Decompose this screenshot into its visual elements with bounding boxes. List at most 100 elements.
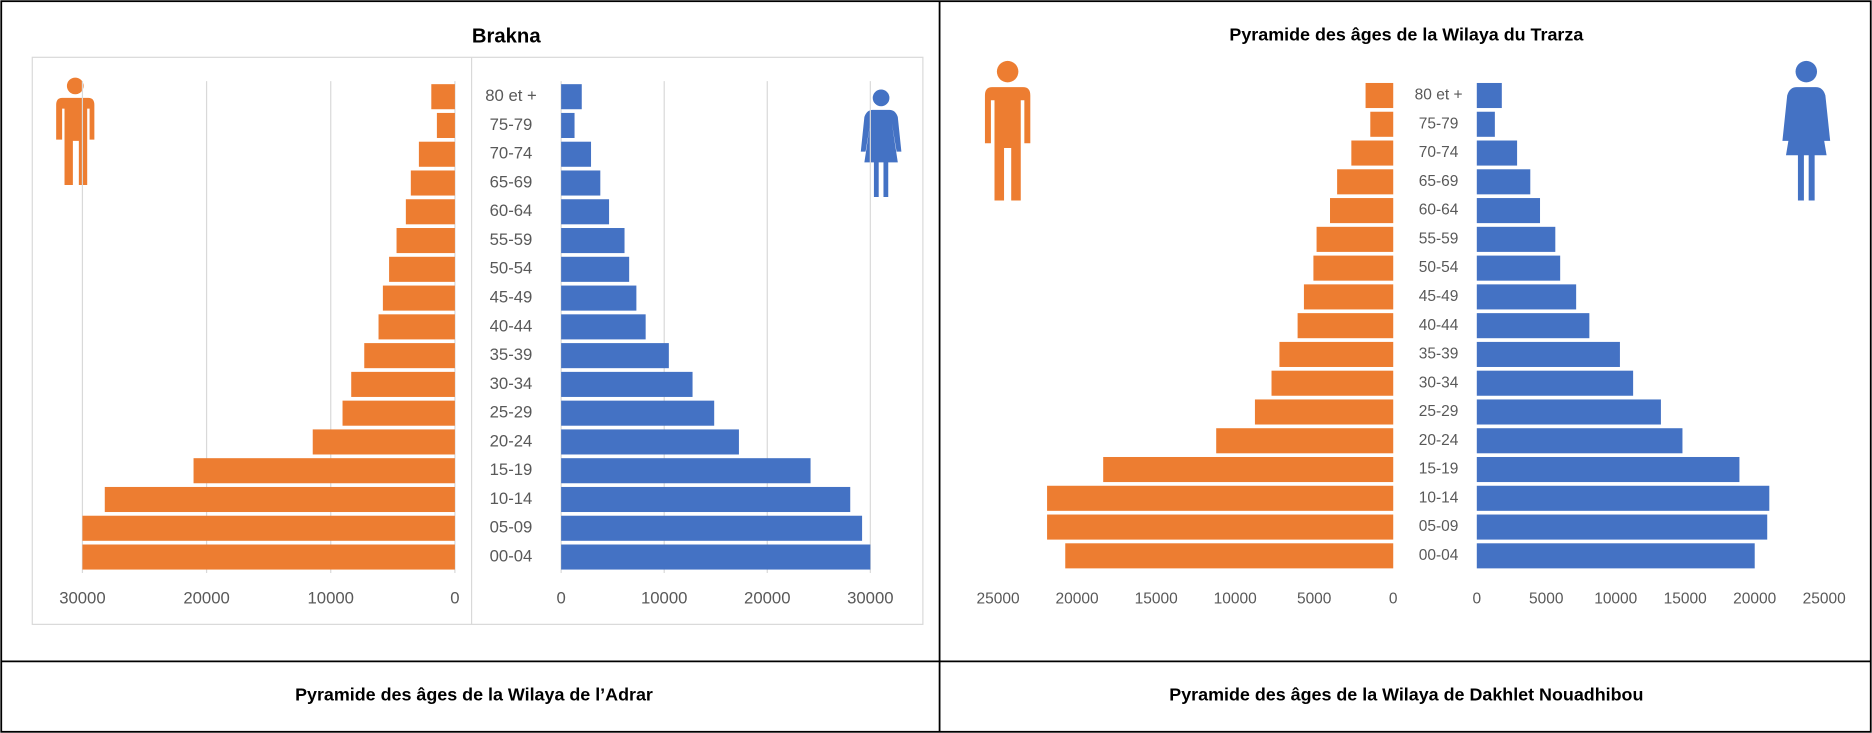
bar (418, 141, 455, 167)
bar (561, 228, 625, 254)
bar (1047, 485, 1394, 511)
category-label: 20-24 (1419, 432, 1459, 449)
bar (1476, 543, 1755, 569)
category-label: 70-74 (490, 144, 533, 163)
bar (1065, 543, 1394, 569)
bar (1476, 341, 1620, 367)
bar (1476, 428, 1683, 454)
bar (1476, 485, 1770, 511)
category-label: 40-44 (490, 316, 533, 335)
bar (312, 429, 455, 455)
bar (561, 343, 669, 369)
bar (1351, 140, 1394, 166)
x-tick-label: 25000 (977, 590, 1020, 607)
x-tick-label: 20000 (183, 589, 229, 608)
bar (1103, 456, 1394, 483)
bar (561, 486, 851, 513)
bar (405, 199, 455, 225)
x-tick-label: 0 (1472, 590, 1481, 607)
category-label: 00-04 (1419, 547, 1459, 564)
bar (1476, 284, 1577, 310)
category-label: 35-39 (1419, 346, 1459, 363)
category-label: 15-19 (490, 460, 533, 479)
bar (1476, 514, 1768, 540)
category-label: 60-64 (1419, 202, 1459, 219)
bar (1476, 198, 1541, 224)
bar (561, 314, 646, 340)
bar (1476, 399, 1661, 425)
category-label: 80 et + (1415, 87, 1463, 104)
bar (1216, 428, 1394, 454)
x-tick-label: 10000 (1214, 590, 1257, 607)
category-label: 25-29 (1419, 403, 1459, 420)
bar (1297, 313, 1394, 339)
category-label: 65-69 (1419, 173, 1459, 190)
category-label: 50-54 (1419, 259, 1459, 276)
x-tick-label: 10000 (308, 589, 354, 608)
category-label: 15-19 (1419, 461, 1459, 478)
bar (1271, 370, 1394, 396)
bar (1313, 255, 1394, 281)
x-tick-label: 25000 (1803, 590, 1846, 607)
male-icon (984, 60, 1031, 201)
category-label: 25-29 (490, 403, 533, 422)
category-label: 65-69 (490, 172, 533, 191)
bar (104, 486, 455, 513)
bar (1279, 341, 1394, 367)
category-label: 00-04 (490, 546, 533, 565)
category-label: 50-54 (490, 259, 533, 278)
category-label: 60-64 (490, 201, 533, 220)
x-tick-label: 0 (556, 589, 565, 608)
bar (378, 314, 455, 340)
male-icon (56, 77, 95, 186)
x-tick-label: 10000 (1594, 590, 1637, 607)
bar (1254, 399, 1394, 425)
chart-frame (31, 56, 924, 625)
bar (1365, 82, 1394, 109)
category-label: 55-59 (1419, 230, 1459, 247)
category-label: 75-79 (490, 115, 533, 134)
bar (1476, 140, 1518, 166)
category-label: 30-34 (1419, 374, 1459, 391)
bar (82, 515, 455, 541)
category-label: 75-79 (1419, 115, 1459, 132)
bar (389, 256, 455, 282)
bar (396, 228, 455, 254)
category-label: 80 et + (485, 86, 537, 105)
bar (561, 256, 630, 282)
bar (1330, 198, 1394, 224)
female-icon (1782, 60, 1831, 201)
bar (431, 84, 455, 110)
x-tick-label: 20000 (1733, 590, 1776, 607)
bar (82, 544, 455, 570)
x-tick-label: 15000 (1664, 590, 1707, 607)
bar (1476, 169, 1531, 195)
bar (410, 170, 455, 196)
female-icon (860, 89, 902, 197)
category-label: 40-44 (1419, 317, 1459, 334)
bar (342, 400, 455, 426)
bar (561, 458, 811, 484)
bar (561, 371, 693, 397)
bar (561, 400, 715, 426)
x-tick-label: 0 (450, 589, 459, 608)
x-tick-label: 5000 (1297, 590, 1332, 607)
chart-title: Brakna (472, 25, 541, 47)
bar (561, 285, 637, 311)
bar (561, 429, 739, 455)
category-label: 45-49 (1419, 288, 1459, 305)
bar (1476, 111, 1495, 137)
x-tick-label: 20000 (1056, 590, 1099, 607)
category-label: 30-34 (490, 374, 533, 393)
category-label: 05-09 (1419, 518, 1459, 535)
x-tick-label: 30000 (59, 589, 105, 608)
x-tick-label: 20000 (744, 589, 790, 608)
bar (561, 199, 610, 225)
bar (1337, 169, 1394, 195)
bar (561, 170, 601, 196)
x-tick-label: 5000 (1529, 590, 1564, 607)
bar (561, 112, 575, 139)
chart-title: Pyramide des âges de la Wilaya du Trarza (1229, 25, 1584, 45)
